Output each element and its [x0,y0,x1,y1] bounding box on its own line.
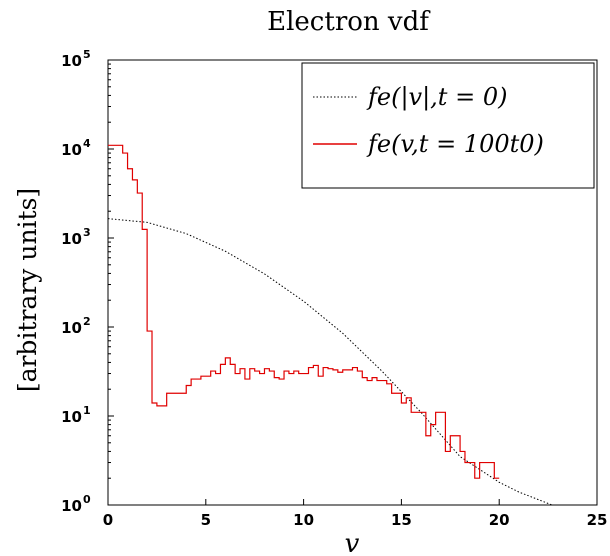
y-tick-label: 10 [61,408,82,426]
x-tick-label: 10 [293,511,314,529]
y-tick-exponent: 2 [83,315,91,328]
legend-label-final: fe(v,t = 100t0) [366,130,544,158]
chart-title: Electron vdf [267,7,431,37]
y-tick-exponent: 1 [83,404,91,417]
legend-label-initial: fe(|v|,t = 0) [366,83,507,112]
y-tick-exponent: 5 [83,48,91,61]
legend-box [301,62,595,189]
y-tick-exponent: 0 [83,493,91,506]
series-line-final [108,144,500,479]
x-tick-label: 20 [489,511,510,529]
y-tick-exponent: 4 [83,137,91,150]
y-axis-label: [arbitrary units] [13,188,42,392]
x-axis-ticks: 0 5 10 15 20 25 [103,499,608,529]
y-tick-label: 10 [61,319,82,337]
x-tick-label: 5 [201,511,211,529]
x-tick-label: 0 [103,511,113,529]
series-line-initial [107,218,553,506]
y-tick-label: 10 [61,52,82,70]
x-tick-label: 25 [587,511,608,529]
y-tick-label: 10 [61,141,82,159]
x-axis-label: v [345,529,360,556]
y-tick-label: 10 [61,230,82,248]
y-tick-label: 10 [61,497,82,515]
y-tick-exponent: 3 [83,226,91,239]
series-layer [107,144,553,506]
plot-frame [107,59,598,506]
x-tick-label: 15 [391,511,412,529]
legend: fe(|v|,t = 0) fe(v,t = 100t0) [301,62,595,189]
